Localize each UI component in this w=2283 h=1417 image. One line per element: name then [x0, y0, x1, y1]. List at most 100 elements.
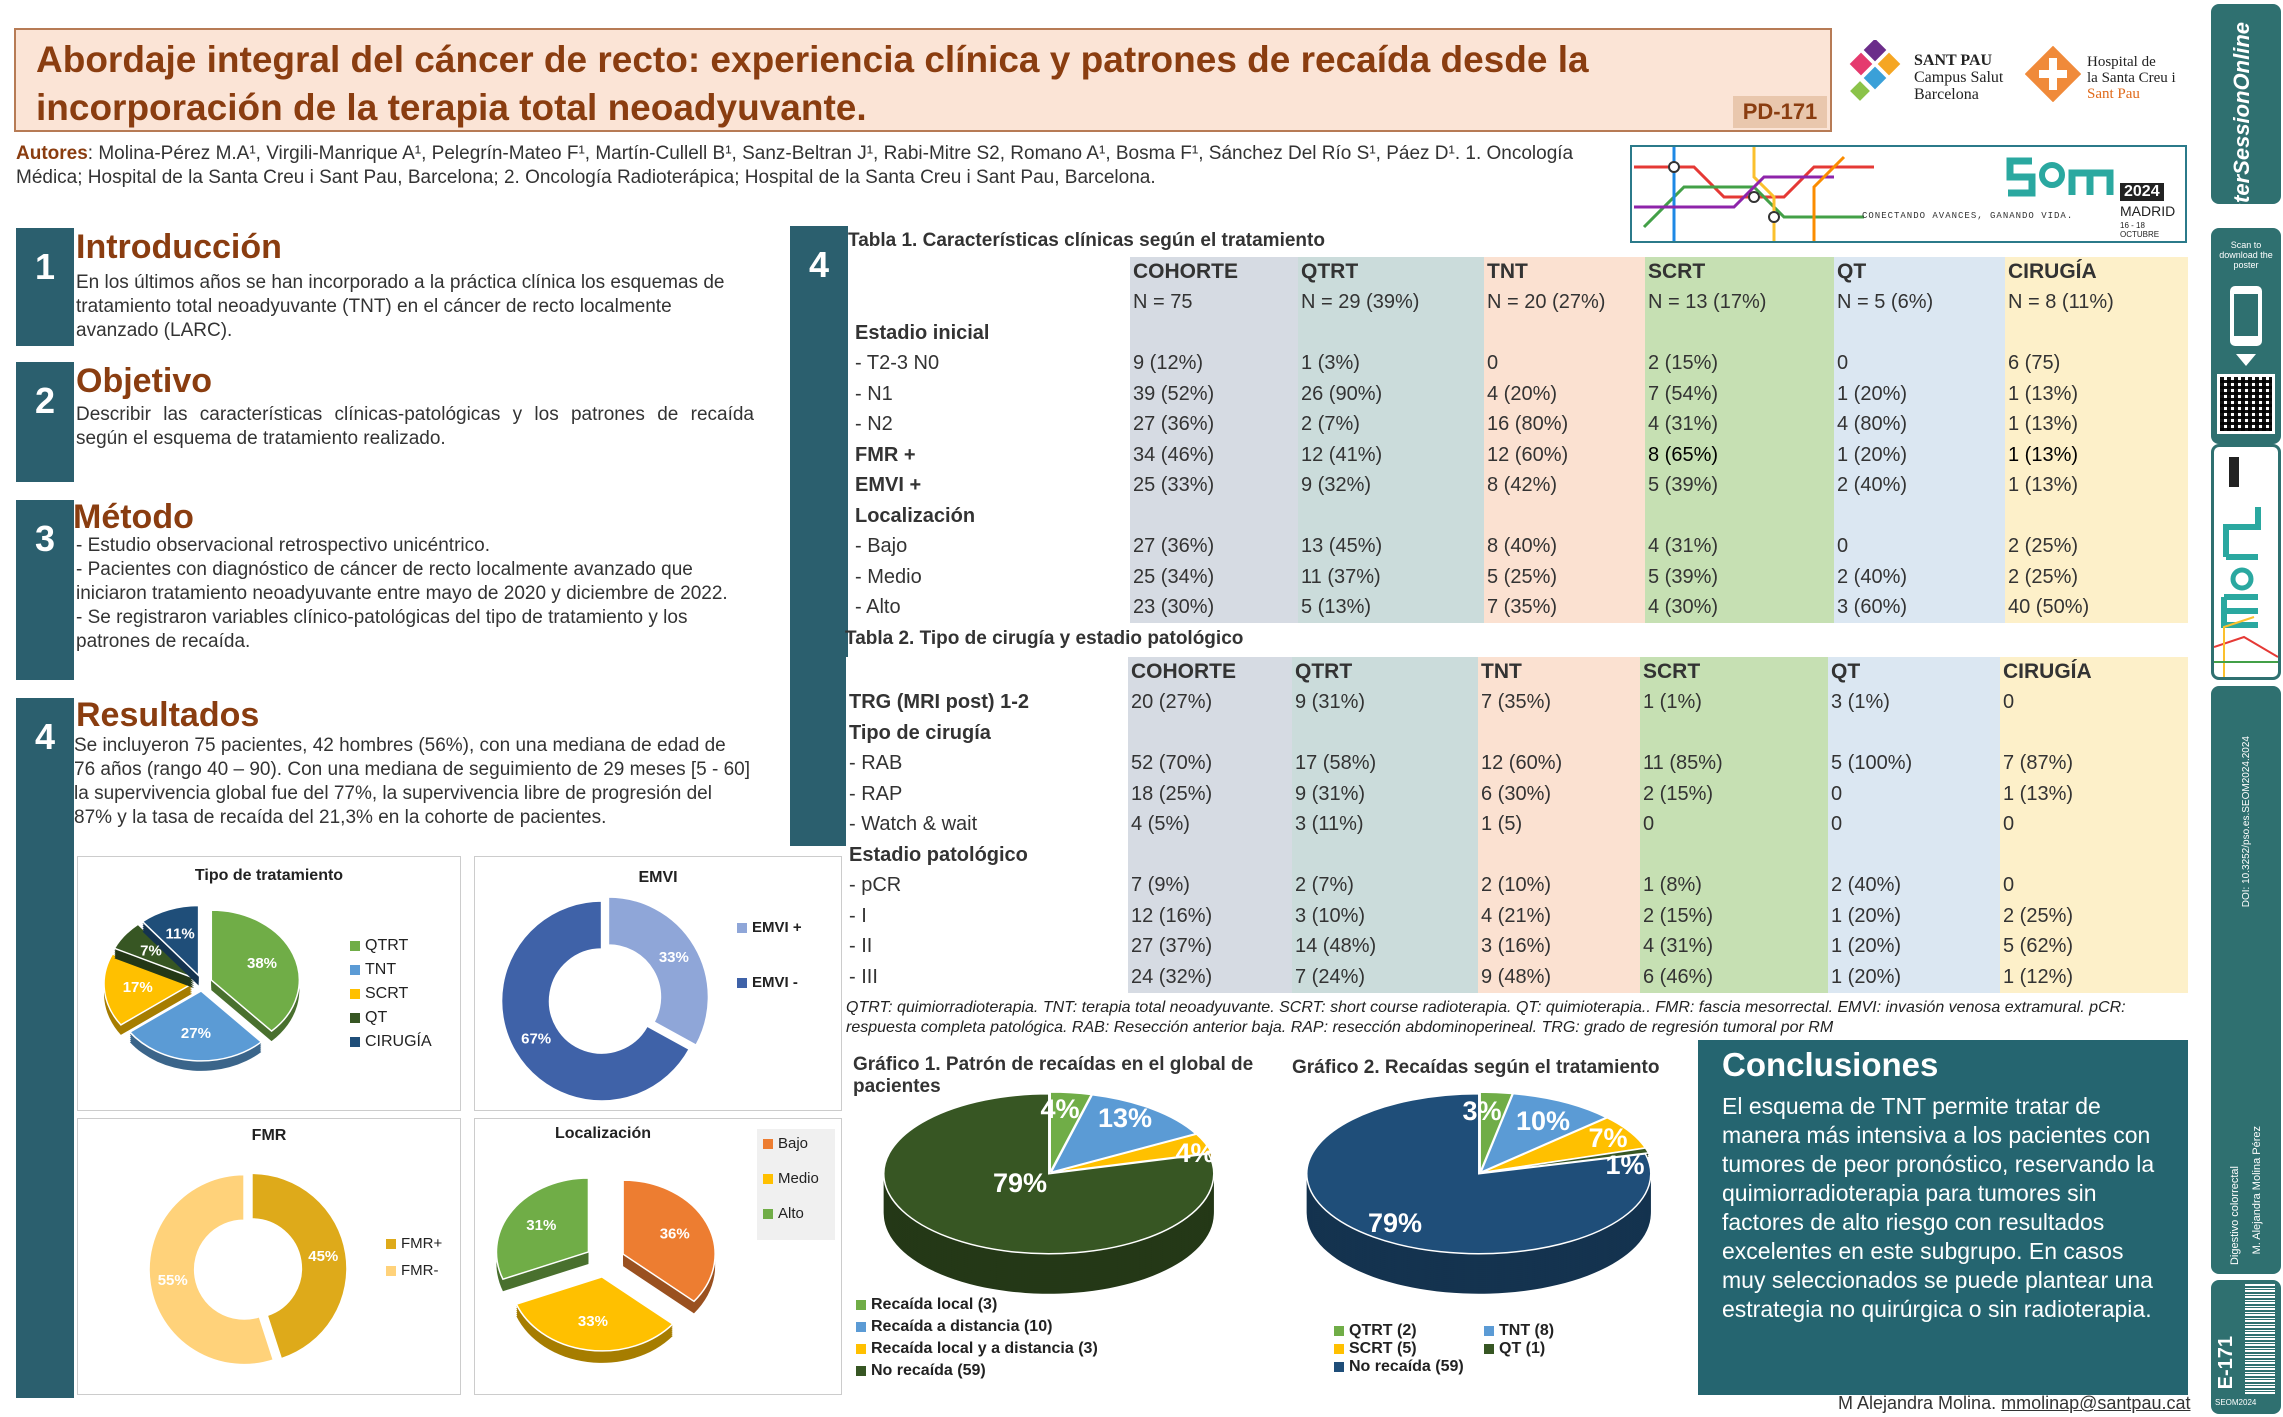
legend-label: No recaída (59)	[871, 1362, 986, 1379]
table-row: - T2-3 N0 9 (12%) 1 (3%) 0 2 (15%) 0 6 (75)	[852, 348, 2188, 379]
table-cell: 12 (41%)	[1298, 440, 1484, 471]
table-cell: 4 (31%)	[1645, 409, 1834, 440]
legend-label: SCRT	[365, 985, 409, 1002]
chart-treatment-type: Tipo de tratamiento 38% 27% 17% 7% 11% QTRT T…	[77, 856, 461, 1111]
table-cell: 1 (1%)	[1640, 687, 1828, 718]
table1: COHORTE QTRT TNT SCRT QT CIRUGÍA N = 75 N = 29 …	[852, 257, 2188, 623]
relapse-by-treatment-legend: QTRT (2) TNT (8) SCRT (5) QT (1) No recaída …	[1334, 1322, 1594, 1376]
emvi-legend: EMVI + EMVI -	[737, 919, 802, 1029]
table-row: Tipo de cirugía	[846, 718, 2188, 749]
table-cell: 18 (25%)	[1128, 779, 1292, 810]
legend-label: CIRUGÍA	[365, 1033, 432, 1050]
table-cell: SCRT	[1640, 657, 1828, 688]
table-cell: QT	[1828, 657, 2000, 688]
legend-swatch	[763, 1138, 773, 1149]
table-cell: 7 (35%)	[1484, 592, 1645, 623]
footer-email-link[interactable]: mmolinap@santpau.cat	[2001, 1393, 2191, 1413]
legend-item: QTRT	[350, 937, 432, 955]
fmr-legend: FMR+ FMR-	[386, 1235, 442, 1289]
row-label	[852, 288, 1130, 319]
table-cell: N = 5 (6%)	[1834, 287, 2005, 318]
metro-map-icon	[1634, 147, 1874, 241]
legend-label: No recaída (59)	[1349, 1358, 1464, 1375]
legend-label: FMR+	[401, 1235, 443, 1252]
pie-slice	[495, 1177, 590, 1292]
seom-mini-logo-icon	[2213, 457, 2279, 677]
table-cell: N = 75	[1130, 287, 1298, 318]
table-cell: 1 (20%)	[1828, 901, 2000, 932]
legend-swatch	[1484, 1344, 1494, 1354]
table-cell: 6 (30%)	[1478, 779, 1640, 810]
pie-slice	[148, 1173, 275, 1366]
legend-item: QTRT (2)	[1334, 1322, 1484, 1340]
method-list: - Estudio observacional retrospectivo un…	[76, 534, 746, 654]
table-cell: 1 (12%)	[2000, 962, 2188, 993]
table-cell: 3 (1%)	[1828, 687, 2000, 718]
table-cell: 4 (31%)	[1640, 931, 1828, 962]
legend-item: Bajo	[763, 1135, 827, 1152]
graph1-title: Gráfico 1. Patrón de recaídas en el glob…	[853, 1054, 1254, 1097]
table-cell: 27 (36%)	[1130, 531, 1298, 562]
authors-text: : Molina-Pérez M.A¹, Virgili-Manrique A¹…	[16, 143, 1574, 188]
row-label: FMR +	[855, 443, 916, 466]
intro-heading: Introducción	[76, 228, 282, 266]
row-label: - pCR	[846, 870, 1128, 901]
table-cell: 5 (13%)	[1298, 592, 1484, 623]
hospital-cross-icon	[2025, 46, 2081, 102]
table-cell: 39 (52%)	[1130, 379, 1298, 410]
pie-label: 7%	[140, 942, 162, 959]
emvi-donut: 33% 67%	[500, 896, 710, 1102]
row-label: - III	[846, 962, 1128, 993]
legend-item: FMR-	[386, 1262, 442, 1279]
table-cell: 1 (20%)	[1834, 379, 2005, 410]
poster-code-badge: PD-171	[1733, 96, 1827, 128]
table-cell: 1 (13%)	[2005, 440, 2188, 471]
table-cell: 0	[1484, 348, 1645, 379]
pie-label: 1%	[1605, 1150, 1644, 1180]
pie-slice	[515, 1276, 674, 1363]
table-cell: 0	[1834, 348, 2005, 379]
table-row: - Bajo 27 (36%) 13 (45%) 8 (40%) 4 (31%) 0 2 (…	[852, 531, 2188, 562]
table-cell: 1 (5)	[1478, 809, 1640, 840]
conclusions-heading: Conclusiones	[1722, 1046, 1939, 1083]
localizacion-legend: Bajo Medio Alto	[757, 1129, 835, 1240]
table-cell	[1828, 840, 2000, 871]
table-cell: 0	[2000, 687, 2188, 718]
table-cell: 12 (60%)	[1484, 440, 1645, 471]
pie-label: 55%	[158, 1272, 188, 1289]
table-cell: 52 (70%)	[1128, 748, 1292, 779]
table-cell	[1645, 318, 1834, 349]
table-cell: COHORTE	[1130, 257, 1298, 288]
legend-swatch	[1484, 1326, 1494, 1336]
table-row: TRG (MRI post) 1-2 20 (27%) 9 (31%) 7 (35%)…	[846, 687, 2188, 718]
poster-title: Abordaje integral del cáncer de recto: e…	[36, 39, 1589, 128]
table-cell: 9 (32%)	[1298, 470, 1484, 501]
legend-swatch	[763, 1208, 773, 1219]
table-cell: 3 (10%)	[1292, 901, 1478, 932]
table-header-row: COHORTE QTRT TNT SCRT QT CIRUGÍA	[846, 657, 2188, 688]
localizacion-pie: 36% 33% 31%	[495, 1177, 716, 1363]
legend-swatch	[1334, 1344, 1344, 1354]
pie-label: 17%	[123, 979, 153, 996]
legend-item: EMVI +	[737, 919, 802, 936]
seom-dates: 16 - 18 OCTUBRE	[2120, 221, 2160, 239]
legend-label: TNT	[365, 961, 397, 978]
download-block: Scan to download the poster	[2211, 228, 2281, 444]
pie-label: 7%	[1588, 1123, 1627, 1153]
row-label: - N1	[855, 382, 893, 405]
legend-label: SCRT (5)	[1349, 1340, 1417, 1357]
row-label	[852, 257, 1130, 288]
legend-swatch	[350, 965, 360, 975]
table-row: - I 12 (16%) 3 (10%) 4 (21%) 2 (15%) 1 (20%) 2…	[846, 901, 2188, 932]
table-cell	[1292, 840, 1478, 871]
qr-code[interactable]	[2217, 374, 2275, 434]
table1-caption: Tabla 1. Características clínicas según …	[848, 230, 1325, 251]
pie-slice	[883, 1093, 1215, 1294]
table-cell: TNT	[1478, 657, 1640, 688]
seom-city: MADRID	[2120, 203, 2176, 219]
table-cell: 11 (37%)	[1298, 562, 1484, 593]
results-text: Se incluyeron 75 pacientes, 42 hombres (…	[74, 735, 750, 828]
code-block: E-171 SEOM2024	[2211, 1280, 2281, 1414]
logo1-sub2: Barcelona	[1914, 86, 1979, 103]
chart-title: Tipo de tratamiento	[194, 867, 344, 884]
